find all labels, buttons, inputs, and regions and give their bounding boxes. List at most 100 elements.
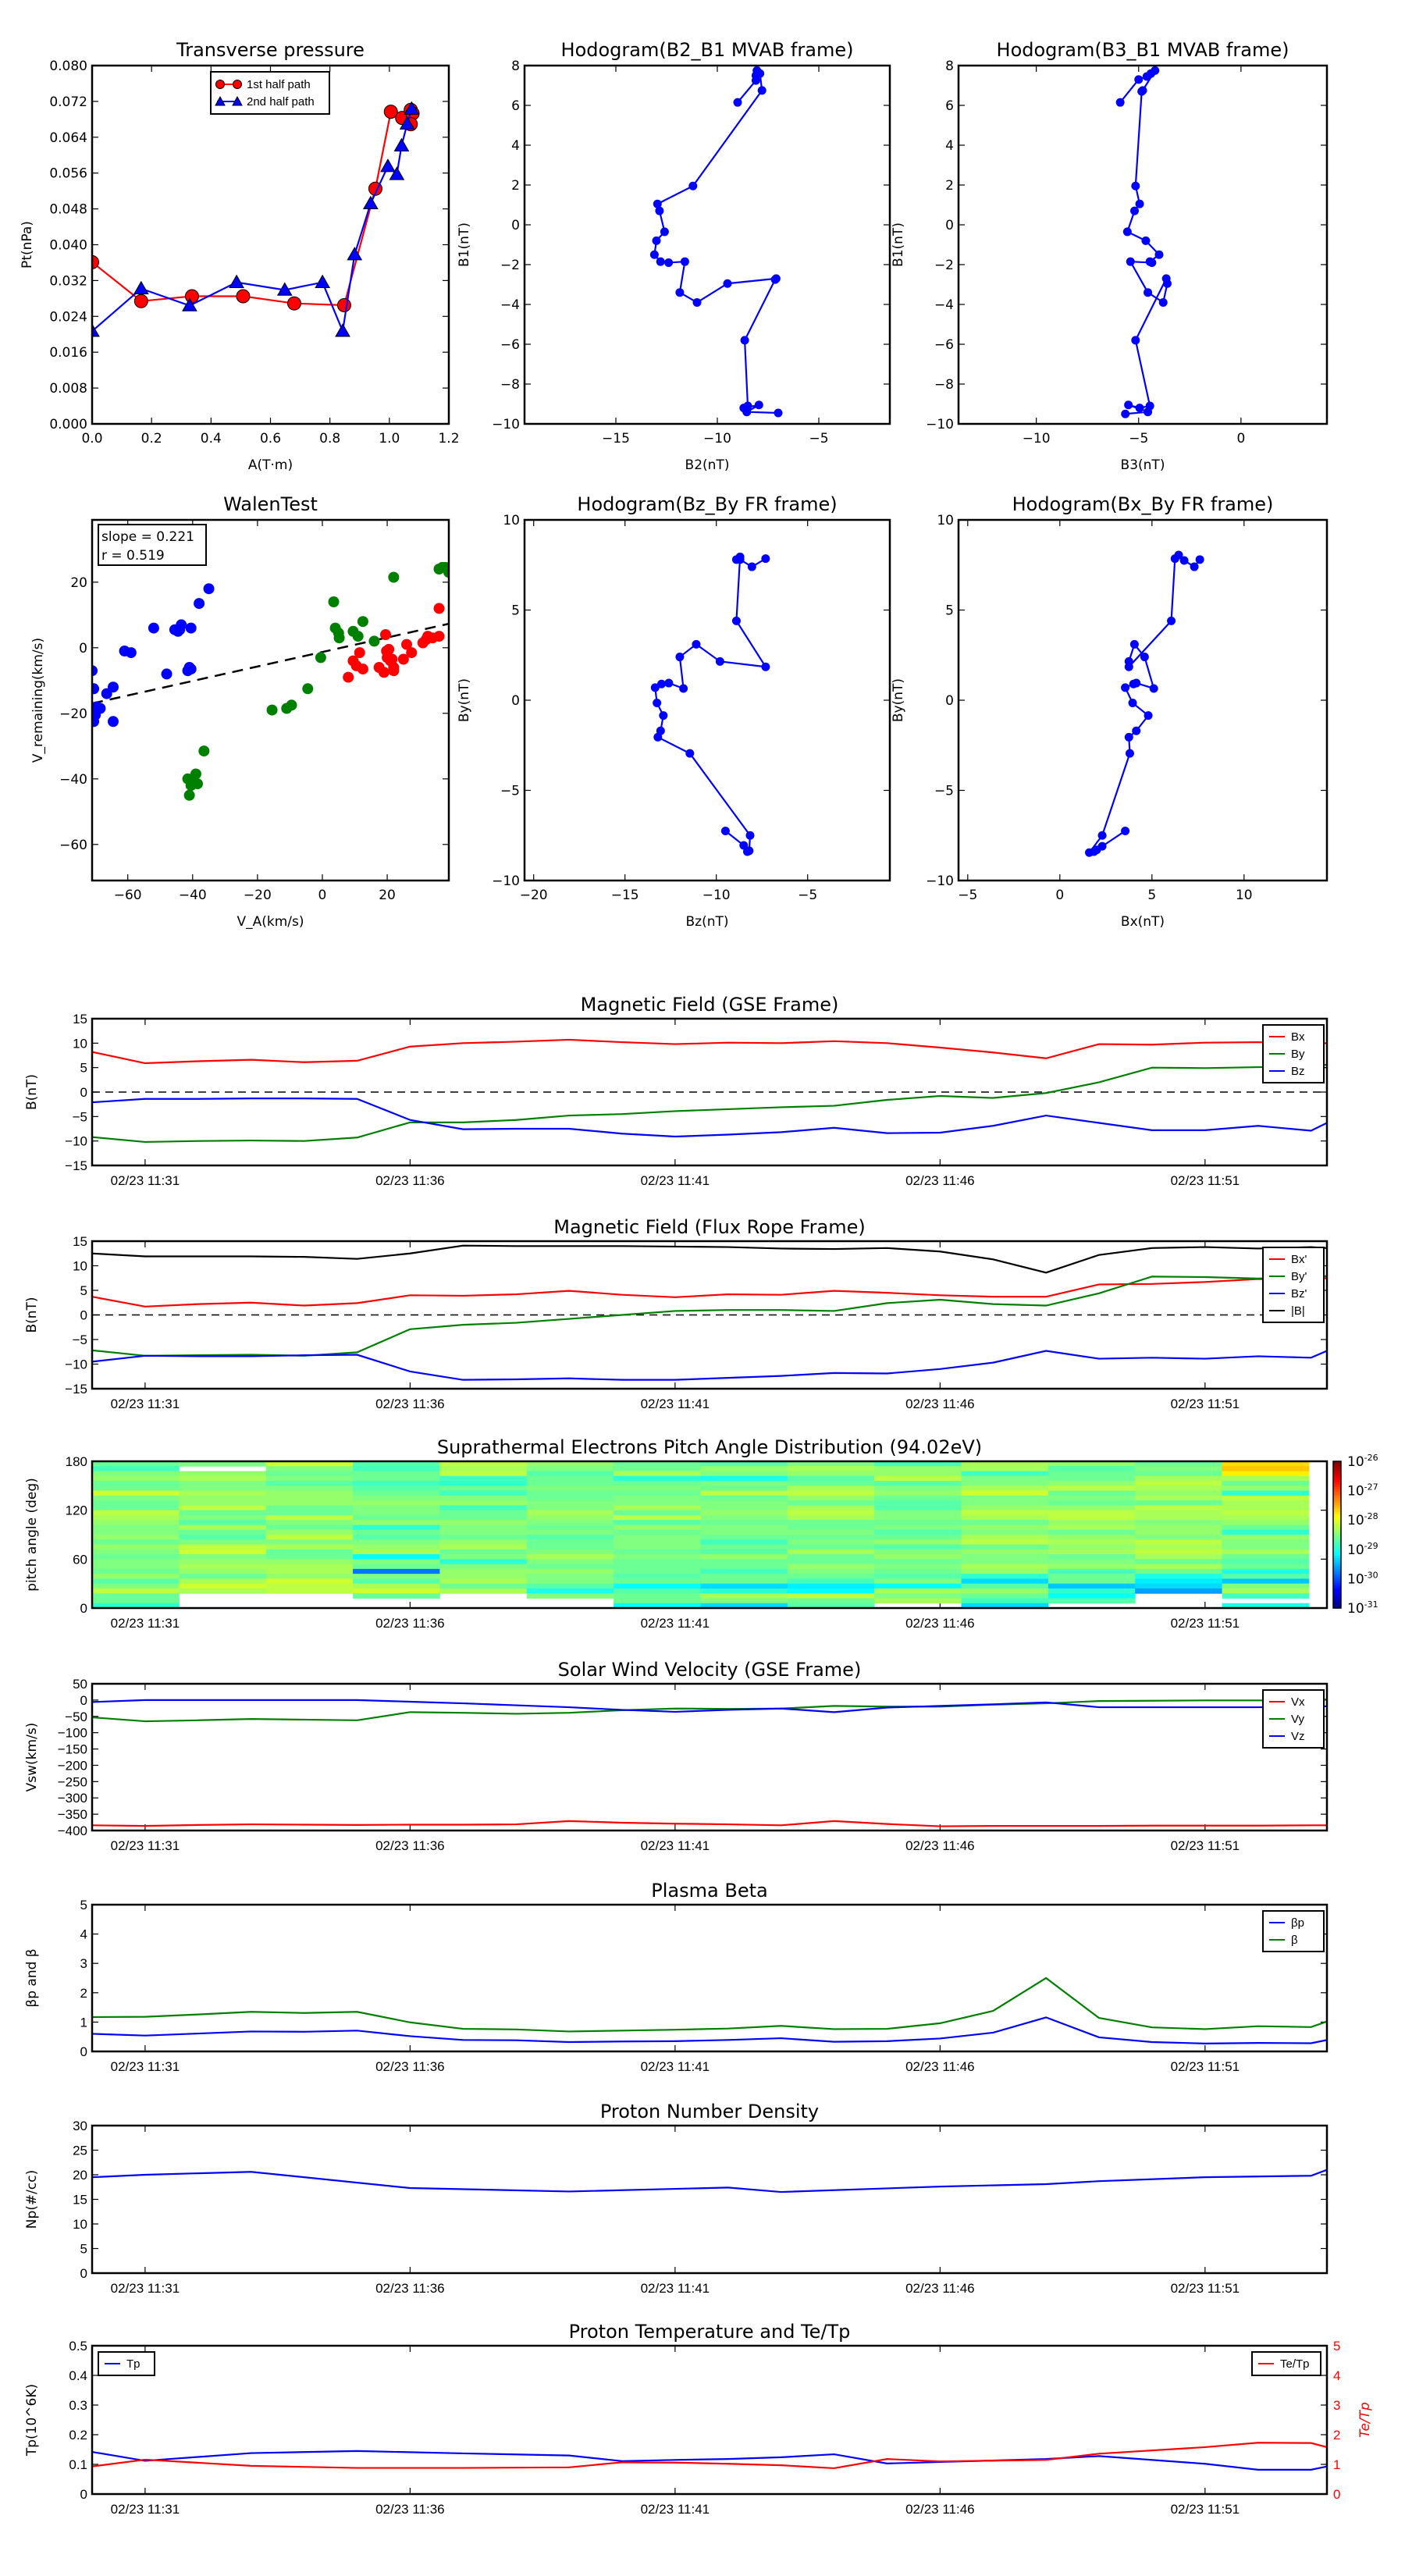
- time-tick-label: 02/23 11:31: [111, 1616, 180, 1631]
- heatmap-cell: [961, 1500, 1049, 1506]
- colorbar-segment: [1333, 1555, 1341, 1558]
- data-point: [715, 656, 724, 666]
- data-point: [742, 407, 752, 417]
- legend-label: |B|: [1291, 1304, 1305, 1318]
- colorbar-segment: [1333, 1548, 1341, 1552]
- heatmap-cell: [526, 1505, 614, 1511]
- heatmap-cell: [874, 1554, 962, 1560]
- heatmap-cell: [439, 1525, 528, 1531]
- y-axis-label: By(nT): [457, 678, 472, 722]
- data-point: [1085, 848, 1094, 857]
- x-axis-label: Bx(nT): [1121, 914, 1165, 930]
- chart-title: Hodogram(Bx_By FR frame): [1012, 493, 1274, 515]
- heatmap-cell: [961, 1495, 1049, 1501]
- colorbar-segment: [1333, 1596, 1341, 1599]
- right-y-axis-label: Te/Tp: [1357, 2402, 1373, 2438]
- heatmap-cell: [614, 1495, 701, 1501]
- heatmap-cell: [439, 1490, 528, 1496]
- colorbar-segment: [1333, 1592, 1341, 1595]
- colorbar-segment: [1333, 1493, 1341, 1496]
- x-tick-label: 0: [318, 888, 327, 903]
- y-tick-label: 0: [80, 1601, 87, 1616]
- series-line-βp: [92, 2016, 1327, 2044]
- heatmap-cell: [1048, 1593, 1136, 1599]
- time-tick-label: 02/23 11:31: [111, 1397, 180, 1411]
- heatmap-cell: [265, 1466, 354, 1472]
- plot-area: [92, 1461, 1310, 1608]
- heatmap-cell: [1048, 1535, 1136, 1540]
- x-tick-label: −10: [703, 431, 731, 447]
- heatmap-cell: [179, 1475, 267, 1482]
- colorbar-frame: [1332, 1461, 1342, 1609]
- y-tick-label: −4: [934, 297, 954, 313]
- x-tick-label: 0.8: [319, 431, 340, 447]
- heatmap-cell: [439, 1466, 528, 1472]
- heatmap-cell: [353, 1520, 440, 1525]
- heatmap-cell: [439, 1559, 528, 1565]
- heatmap-cell: [92, 1598, 180, 1604]
- data-point: [653, 199, 662, 208]
- fit-line: [92, 622, 449, 705]
- heatmap-cell: [614, 1578, 701, 1585]
- y-tick-label: 15: [73, 1012, 87, 1026]
- y-tick-label: 0: [80, 1085, 87, 1100]
- data-point: [336, 297, 351, 312]
- heatmap-cell: [874, 1490, 962, 1496]
- hodogram-b2-b1-frame: [523, 64, 891, 425]
- heatmap-cell: [526, 1544, 614, 1550]
- series-line-Bx': [92, 1277, 1327, 1308]
- heatmap-cell: [614, 1490, 701, 1496]
- data-point: [161, 668, 173, 680]
- colorbar-segment: [1333, 1477, 1341, 1481]
- y-tick-label: 10: [73, 2217, 87, 2232]
- y-tick-label: −10: [926, 873, 954, 889]
- legend: Vx Vy Vz: [1262, 1689, 1325, 1749]
- colorbar-segment: [1333, 1543, 1341, 1547]
- data-point: [190, 768, 201, 780]
- y-tick-label: 0: [79, 641, 87, 656]
- heatmap-cell: [700, 1475, 788, 1482]
- y-tick-label: −20: [59, 706, 87, 722]
- heatmap-cell: [92, 1510, 180, 1516]
- data-point: [383, 643, 395, 655]
- data-point: [302, 683, 314, 695]
- x-tick-label: −15: [611, 888, 639, 903]
- x-axis-label: B2(nT): [685, 457, 730, 473]
- plot-area: [1115, 66, 1172, 418]
- data-point: [133, 294, 148, 308]
- heatmap-cell: [614, 1525, 701, 1531]
- heatmap-cell: [614, 1593, 701, 1599]
- heatmap-cell: [92, 1535, 180, 1540]
- heatmap-cell: [1048, 1485, 1136, 1492]
- y-tick-label: 5: [80, 1061, 87, 1076]
- data-point: [266, 704, 278, 716]
- colorbar-segment: [1333, 1514, 1341, 1517]
- data-point: [1115, 98, 1125, 107]
- data-point: [747, 562, 756, 571]
- heatmap-cell: [265, 1525, 354, 1531]
- heatmap-cell: [1135, 1466, 1223, 1472]
- x-axis-label: B3(nT): [1121, 457, 1165, 473]
- heatmap-cell: [787, 1554, 875, 1560]
- heatmap-cell: [439, 1578, 528, 1585]
- data-point: [393, 137, 410, 151]
- heatmap-cell: [526, 1475, 614, 1482]
- y-tick-label: −10: [492, 417, 520, 432]
- heatmap-cell: [353, 1583, 440, 1589]
- data-point: [1132, 726, 1141, 735]
- data-point: [333, 632, 345, 644]
- heatmap-cell: [179, 1500, 267, 1506]
- heatmap-cell: [353, 1475, 440, 1482]
- heatmap-cell: [439, 1461, 528, 1467]
- data-point: [1134, 75, 1144, 84]
- heatmap-cell: [1222, 1466, 1310, 1472]
- heatmap-cell: [1135, 1549, 1223, 1555]
- heatmap-cell: [1222, 1574, 1310, 1579]
- colorbar-segment: [1333, 1571, 1341, 1574]
- heatmap-cell: [92, 1471, 180, 1477]
- heatmap-cell: [92, 1603, 180, 1608]
- heatmap-cell: [700, 1505, 788, 1511]
- time-tick-label: 02/23 11:31: [111, 2502, 180, 2517]
- y-tick-label: 0.048: [49, 202, 87, 218]
- data-point: [406, 647, 418, 659]
